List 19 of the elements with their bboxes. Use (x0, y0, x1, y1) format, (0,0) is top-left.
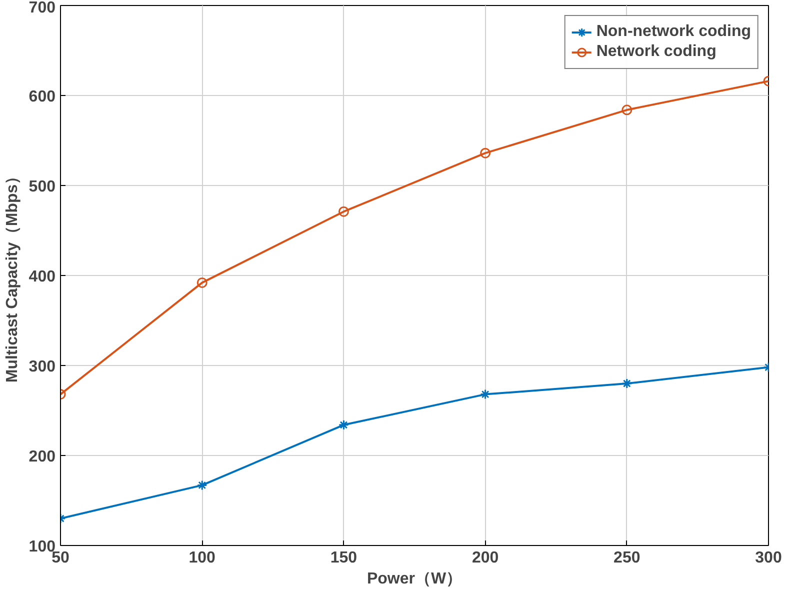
point (338, 420, 349, 430)
x-tick-label: 150 (330, 550, 358, 566)
x-axis-title: Power（W） (366, 570, 462, 588)
legend-label: Non-network coding (596, 23, 751, 41)
point (338, 206, 349, 217)
y-tick-label: 400 (28, 268, 56, 286)
y-tick-label: 600 (28, 88, 56, 106)
legend-label: Network coding (596, 43, 716, 61)
y-tick-label: 500 (28, 178, 56, 196)
point (480, 148, 491, 158)
y-tick-label: 700 (28, 0, 56, 16)
y-tick-label: 300 (28, 358, 56, 376)
y-axis-title: Multicast Capacity（Mbps） (4, 168, 21, 383)
point (480, 389, 491, 400)
x-tick-label: 100 (188, 550, 216, 566)
x-tick-label: 200 (472, 550, 499, 566)
y-tick-label: 200 (28, 448, 56, 466)
x-tick-label: 250 (614, 550, 640, 566)
x-tick-label: 300 (755, 550, 782, 566)
